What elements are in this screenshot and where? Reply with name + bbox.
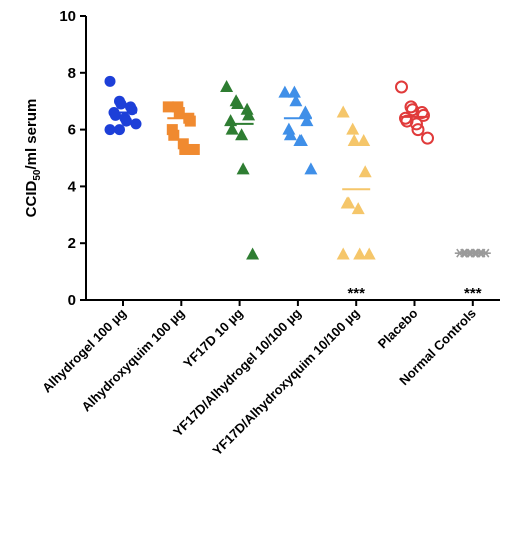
point [342,196,356,209]
point [304,162,318,175]
annotation: *** [464,285,482,302]
y-tick-label: 0 [68,292,76,309]
point [126,104,138,116]
point [347,133,361,146]
point [298,105,312,118]
point [121,115,132,127]
point [172,101,184,113]
point [110,109,121,121]
point [336,247,350,260]
point [351,202,365,215]
y-label-part: /ml serum [23,99,40,170]
point [283,128,297,141]
point [168,129,180,141]
x-tick-label: YF17D 10 µg [180,305,246,371]
y-axis-label: CCID50/ml serum [23,99,43,218]
x-tick-label: Placebo [375,305,421,351]
point [235,128,249,141]
y-label-sub: 50 [32,169,43,181]
point [179,143,191,155]
point [353,247,367,260]
point [410,117,423,131]
point [421,131,434,145]
point [225,122,239,135]
point [177,138,189,150]
y-tick-label: 10 [59,8,76,25]
point [173,107,185,119]
point [395,80,408,94]
point [242,108,256,121]
point [289,94,303,107]
point [346,122,360,135]
y-tick-label: 4 [68,178,77,195]
point [358,165,372,178]
point [336,105,350,118]
point [166,124,178,136]
y-tick-label: 6 [68,122,76,139]
point [115,98,127,110]
point [162,101,174,113]
point [104,75,116,87]
y-label-part: CCID [23,181,40,218]
point [188,143,200,155]
annotation: *** [347,285,365,302]
y-tick-label: 2 [68,235,76,252]
point [114,124,125,136]
point [278,85,292,98]
point [246,247,260,260]
point [294,133,308,146]
y-tick-label: 8 [68,65,76,82]
point [287,85,301,98]
point [104,124,116,136]
point [362,247,376,260]
point [231,97,245,110]
point [417,108,430,122]
point [220,80,234,92]
point [184,115,196,127]
point [300,114,314,127]
point [236,162,250,175]
point [130,118,142,130]
point [411,123,425,137]
point [357,133,371,146]
x-tick-label: Alhydroxyquim 100 µg [79,305,188,414]
